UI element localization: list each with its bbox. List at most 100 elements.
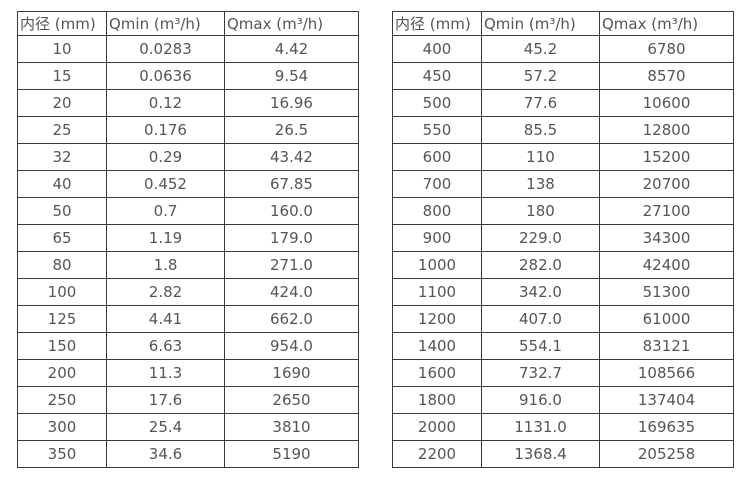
table-row: 10 0.0283 4.42 xyxy=(17,35,359,63)
table-row: 1200 407.0 61000 xyxy=(392,305,734,333)
table-cell: 229.0 xyxy=(481,224,600,252)
table-row: 450 57.2 8570 xyxy=(392,62,734,90)
table-row: 40 0.452 67.85 xyxy=(17,170,359,198)
table-cell: 9.54 xyxy=(224,62,359,90)
table-cell: 2200 xyxy=(392,440,482,468)
table-cell: 169635 xyxy=(599,413,734,441)
table-cell: 250 xyxy=(17,386,107,414)
table-cell: 1100 xyxy=(392,278,482,306)
table-cell: 800 xyxy=(392,197,482,225)
table-cell: 1131.0 xyxy=(481,413,600,441)
table-cell: 0.0283 xyxy=(106,35,225,63)
spec-table-large-diameters: 内径 (mm) Qmin (m³/h) Qmax (m³/h) 400 45.2 6… xyxy=(392,11,734,468)
table-cell: 500 xyxy=(392,89,482,117)
table-row: 700 138 20700 xyxy=(392,170,734,198)
table-cell: 900 xyxy=(392,224,482,252)
table-cell: 15 xyxy=(17,62,107,90)
table-cell: 20 xyxy=(17,89,107,117)
table-cell: 732.7 xyxy=(481,359,600,387)
table-cell: 407.0 xyxy=(481,305,600,333)
table-cell: 1690 xyxy=(224,359,359,387)
table-cell: 150 xyxy=(17,332,107,360)
table-cell: 15200 xyxy=(599,143,734,171)
table-cell: 2.82 xyxy=(106,278,225,306)
table-cell: 954.0 xyxy=(224,332,359,360)
table-row: 2200 1368.4 205258 xyxy=(392,440,734,468)
table-cell: 77.6 xyxy=(481,89,600,117)
table-cell: 1.19 xyxy=(106,224,225,252)
table-cell: 0.176 xyxy=(106,116,225,144)
table-row: 800 180 27100 xyxy=(392,197,734,225)
table-row: 350 34.6 5190 xyxy=(17,440,359,468)
table-cell: 916.0 xyxy=(481,386,600,414)
col-header-qmin: Qmin (m³/h) xyxy=(481,11,600,36)
table-cell: 27100 xyxy=(599,197,734,225)
table-cell: 450 xyxy=(392,62,482,90)
table-cell: 6.63 xyxy=(106,332,225,360)
table-row: 150 6.63 954.0 xyxy=(17,332,359,360)
table-body: 400 45.2 6780 450 57.2 8570 500 77.6 10600 550 85.… xyxy=(392,35,734,468)
table-cell: 16.96 xyxy=(224,89,359,117)
col-header-diameter: 内径 (mm) xyxy=(392,11,482,36)
table-cell: 138 xyxy=(481,170,600,198)
table-cell: 0.29 xyxy=(106,143,225,171)
table-cell: 42400 xyxy=(599,251,734,279)
table-cell: 80 xyxy=(17,251,107,279)
table-cell: 0.452 xyxy=(106,170,225,198)
table-cell: 57.2 xyxy=(481,62,600,90)
table-cell: 400 xyxy=(392,35,482,63)
table-cell: 662.0 xyxy=(224,305,359,333)
col-header-qmin: Qmin (m³/h) xyxy=(106,11,225,36)
table-cell: 34300 xyxy=(599,224,734,252)
header-row: 内径 (mm) Qmin (m³/h) Qmax (m³/h) xyxy=(392,11,734,36)
table-cell: 205258 xyxy=(599,440,734,468)
table-row: 125 4.41 662.0 xyxy=(17,305,359,333)
table-cell: 137404 xyxy=(599,386,734,414)
table-body: 10 0.0283 4.42 15 0.0636 9.54 20 0.12 16.96 25 0.1… xyxy=(17,35,359,468)
table-row: 15 0.0636 9.54 xyxy=(17,62,359,90)
col-header-diameter: 内径 (mm) xyxy=(17,11,107,36)
table-cell: 700 xyxy=(392,170,482,198)
table-cell: 110 xyxy=(481,143,600,171)
table-cell: 1400 xyxy=(392,332,482,360)
table-row: 900 229.0 34300 xyxy=(392,224,734,252)
table-cell: 11.3 xyxy=(106,359,225,387)
table-row: 50 0.7 160.0 xyxy=(17,197,359,225)
table-cell: 10600 xyxy=(599,89,734,117)
table-row: 2000 1131.0 169635 xyxy=(392,413,734,441)
table-row: 1600 732.7 108566 xyxy=(392,359,734,387)
table-cell: 4.42 xyxy=(224,35,359,63)
table-cell: 32 xyxy=(17,143,107,171)
table-cell: 25.4 xyxy=(106,413,225,441)
table-cell: 108566 xyxy=(599,359,734,387)
table-cell: 1368.4 xyxy=(481,440,600,468)
table-cell: 1000 xyxy=(392,251,482,279)
table-cell: 125 xyxy=(17,305,107,333)
table-cell: 1.8 xyxy=(106,251,225,279)
table-cell: 85.5 xyxy=(481,116,600,144)
table-cell: 100 xyxy=(17,278,107,306)
table-cell: 342.0 xyxy=(481,278,600,306)
table-cell: 51300 xyxy=(599,278,734,306)
table-cell: 5190 xyxy=(224,440,359,468)
table-row: 550 85.5 12800 xyxy=(392,116,734,144)
table-row: 65 1.19 179.0 xyxy=(17,224,359,252)
col-header-qmax: Qmax (m³/h) xyxy=(599,11,734,36)
table-cell: 10 xyxy=(17,35,107,63)
table-cell: 65 xyxy=(17,224,107,252)
table-row: 600 110 15200 xyxy=(392,143,734,171)
col-header-qmax: Qmax (m³/h) xyxy=(224,11,359,36)
table-cell: 424.0 xyxy=(224,278,359,306)
table-row: 300 25.4 3810 xyxy=(17,413,359,441)
table-cell: 200 xyxy=(17,359,107,387)
header-row: 内径 (mm) Qmin (m³/h) Qmax (m³/h) xyxy=(17,11,359,36)
table-cell: 179.0 xyxy=(224,224,359,252)
table-cell: 2650 xyxy=(224,386,359,414)
table-cell: 61000 xyxy=(599,305,734,333)
table-row: 80 1.8 271.0 xyxy=(17,251,359,279)
table-cell: 17.6 xyxy=(106,386,225,414)
table-cell: 43.42 xyxy=(224,143,359,171)
table-row: 1400 554.1 83121 xyxy=(392,332,734,360)
table-cell: 2000 xyxy=(392,413,482,441)
table-row: 1100 342.0 51300 xyxy=(392,278,734,306)
